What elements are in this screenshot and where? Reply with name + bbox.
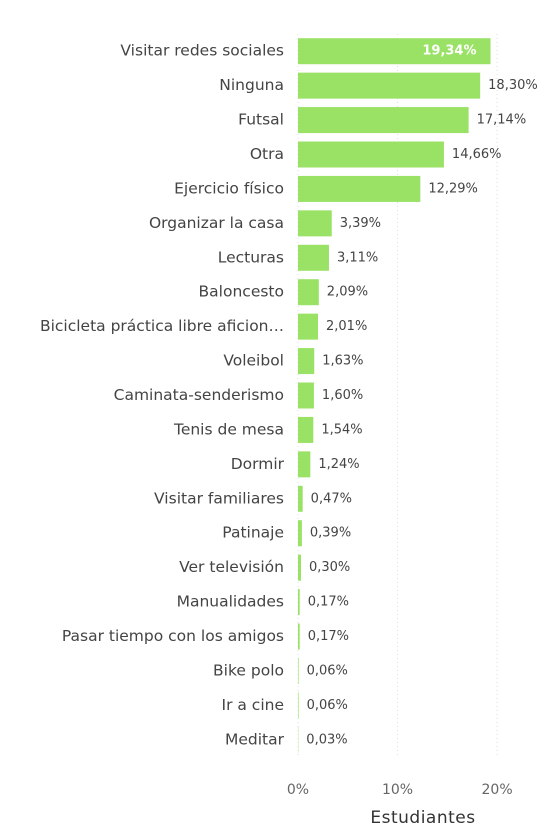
bar bbox=[298, 244, 329, 271]
category-label: Otra bbox=[250, 145, 284, 163]
bar bbox=[298, 72, 481, 99]
category-label: Bicicleta práctica libre aficion… bbox=[40, 317, 284, 335]
category-label: Tenis de mesa bbox=[173, 420, 284, 438]
bar bbox=[298, 554, 301, 581]
value-label: 0,39% bbox=[310, 526, 351, 541]
bar bbox=[298, 107, 469, 134]
bar bbox=[298, 175, 421, 202]
bar bbox=[298, 520, 302, 547]
category-label: Voleibol bbox=[223, 352, 284, 370]
value-label: 0,17% bbox=[308, 629, 349, 644]
value-label: 0,06% bbox=[307, 698, 348, 713]
bar bbox=[298, 348, 315, 375]
x-axis-label: Estudiantes bbox=[370, 808, 475, 828]
category-label: Organizar la casa bbox=[149, 214, 284, 232]
bar bbox=[298, 210, 332, 237]
bar bbox=[298, 589, 300, 616]
category-label: Ejercicio físico bbox=[174, 179, 284, 197]
bar bbox=[298, 313, 319, 340]
category-label: Manualidades bbox=[177, 593, 284, 611]
value-label: 18,30% bbox=[488, 78, 538, 93]
x-tick-label: 10% bbox=[382, 782, 413, 798]
value-label: 1,24% bbox=[318, 457, 359, 472]
value-label: 3,39% bbox=[340, 216, 381, 231]
value-label: 12,29% bbox=[428, 181, 478, 196]
category-label: Caminata-senderismo bbox=[114, 386, 284, 404]
bar bbox=[298, 623, 300, 650]
category-label: Baloncesto bbox=[199, 283, 284, 301]
category-label: Visitar redes sociales bbox=[120, 42, 284, 60]
category-label: Bike polo bbox=[213, 661, 284, 679]
category-label: Patinaje bbox=[222, 524, 284, 542]
value-label: 1,54% bbox=[321, 422, 362, 437]
bar bbox=[298, 38, 491, 65]
category-label: Dormir bbox=[231, 455, 285, 473]
category-label: Futsal bbox=[238, 111, 284, 129]
category-label: Ver televisión bbox=[179, 558, 284, 576]
value-label: 1,63% bbox=[322, 354, 363, 369]
category-label: Visitar familiares bbox=[154, 489, 284, 507]
value-label: 0,17% bbox=[308, 595, 349, 610]
category-label: Ir a cine bbox=[222, 696, 284, 714]
value-label: 1,60% bbox=[322, 388, 363, 403]
value-label: 0,30% bbox=[309, 560, 350, 575]
value-label: 2,01% bbox=[326, 319, 367, 334]
category-label: Ninguna bbox=[219, 76, 284, 94]
x-tick-label: 0% bbox=[287, 782, 309, 798]
value-label: 0,03% bbox=[306, 732, 347, 747]
bar bbox=[298, 141, 444, 168]
x-tick-label: 20% bbox=[482, 782, 513, 798]
category-label: Meditar bbox=[225, 730, 285, 748]
value-label: 0,06% bbox=[307, 663, 348, 678]
bar bbox=[298, 382, 314, 409]
value-label: 17,14% bbox=[477, 113, 527, 128]
value-label: 2,09% bbox=[327, 285, 368, 300]
bar bbox=[298, 279, 319, 306]
bar bbox=[298, 692, 299, 719]
bar bbox=[298, 657, 299, 684]
bar bbox=[298, 485, 303, 512]
value-label: 3,11% bbox=[337, 250, 378, 265]
value-label: 14,66% bbox=[452, 147, 502, 162]
value-label: 0,47% bbox=[311, 491, 352, 506]
bar bbox=[298, 451, 311, 478]
category-label: Lecturas bbox=[218, 248, 284, 266]
category-label: Pasar tiempo con los amigos bbox=[62, 627, 284, 645]
bar bbox=[298, 416, 314, 443]
value-label: 19,34% bbox=[422, 44, 476, 59]
